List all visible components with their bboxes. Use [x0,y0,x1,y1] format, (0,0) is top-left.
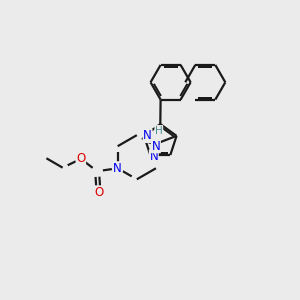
Text: O: O [76,152,86,165]
Text: H: H [155,126,163,136]
Text: N: N [113,162,122,175]
Text: O: O [94,186,103,199]
Text: N: N [149,150,158,163]
Text: N: N [143,129,152,142]
Text: N: N [152,140,160,153]
